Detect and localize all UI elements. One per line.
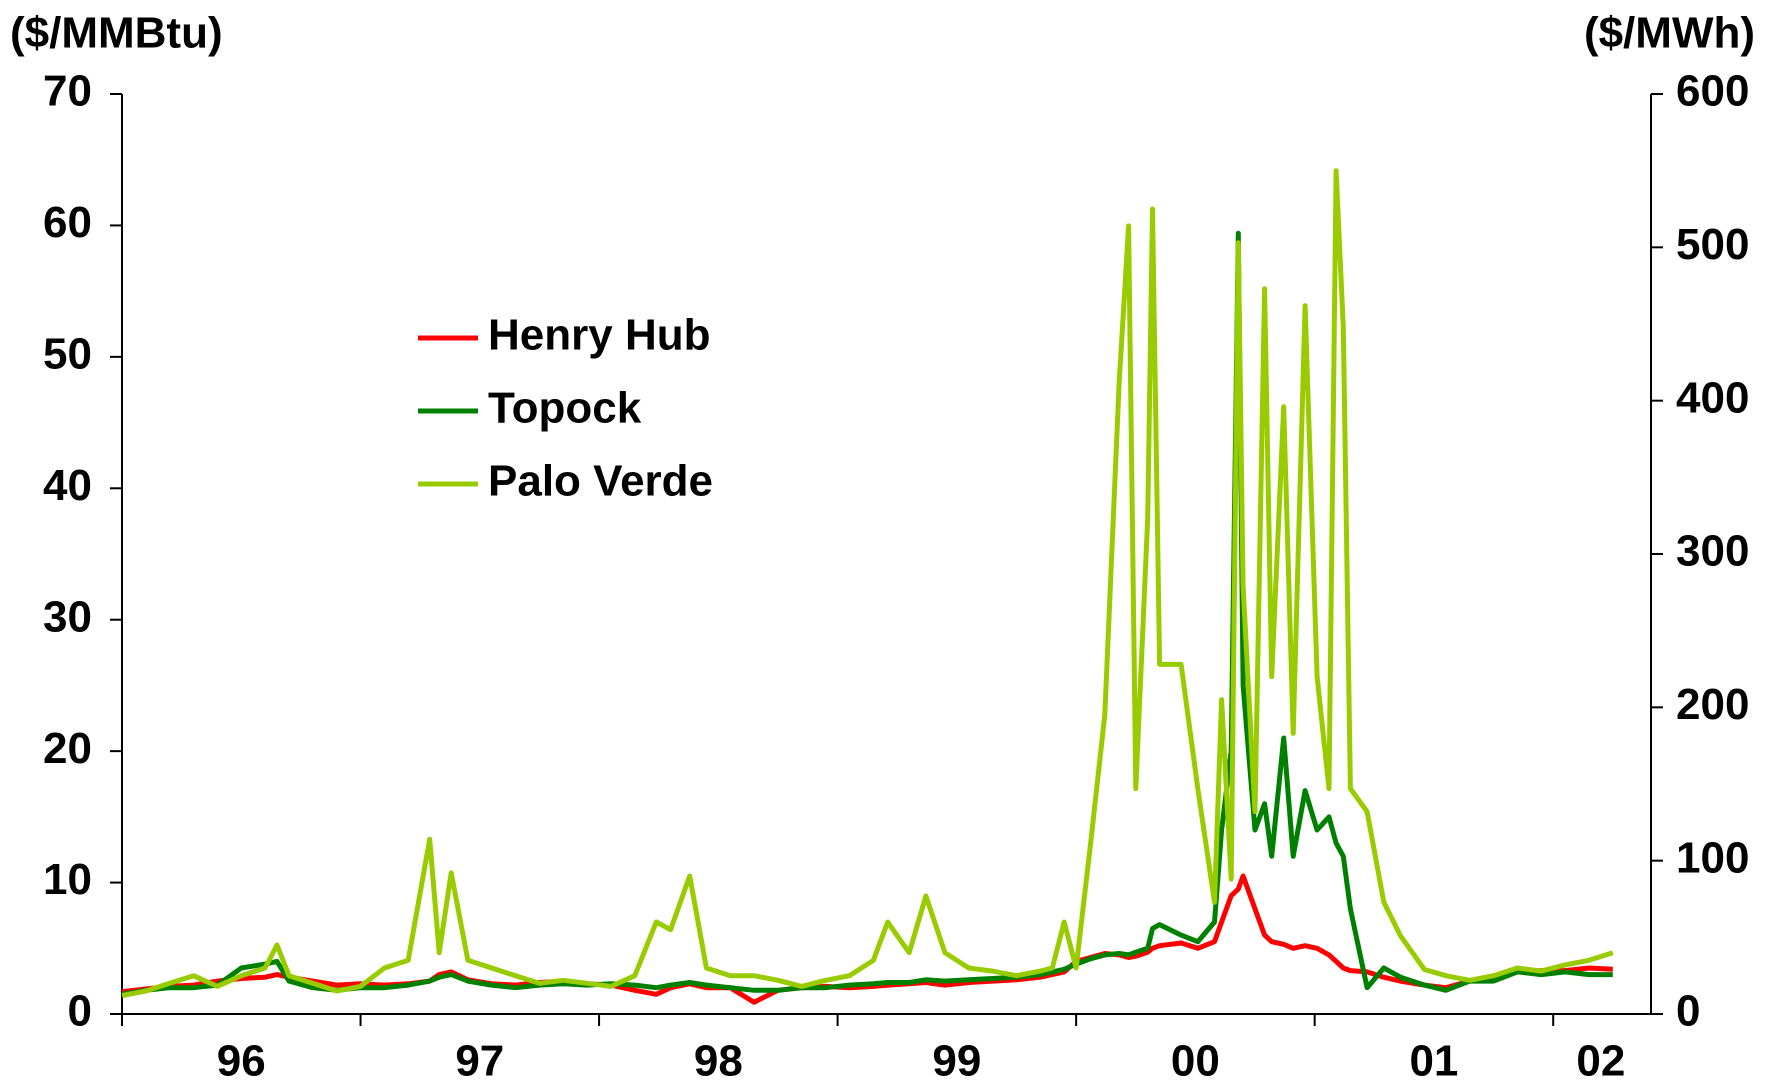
x-tick-label: 01 <box>1409 1037 1458 1082</box>
x-tick-label: 99 <box>932 1037 981 1082</box>
series-line <box>121 168 1614 999</box>
x-tick-label: 96 <box>217 1037 266 1082</box>
y-tick-label: 30 <box>43 592 92 641</box>
y-tick-label: 60 <box>43 198 92 247</box>
y2-tick-label: 600 <box>1676 67 1749 116</box>
x-tick-label: 98 <box>694 1037 743 1082</box>
y2-tick-label: 400 <box>1676 373 1749 422</box>
y-tick-label: 70 <box>43 67 92 116</box>
y-tick-label: 10 <box>43 855 92 904</box>
x-tick-label: 97 <box>455 1037 504 1082</box>
series-line <box>121 230 1613 997</box>
y-tick-label: 50 <box>43 329 92 378</box>
y2-tick-label: 0 <box>1676 987 1700 1036</box>
legend-label: Topock <box>488 384 642 433</box>
x-tick-label: 02 <box>1576 1037 1625 1082</box>
y-axis-label: ($/MMBtu) <box>10 9 223 58</box>
y2-axis-label: ($/MWh) <box>1584 9 1755 58</box>
y2-tick-label: 100 <box>1676 833 1749 882</box>
y-tick-label: 0 <box>68 987 92 1036</box>
legend-label: Henry Hub <box>488 311 710 360</box>
y2-tick-label: 200 <box>1676 680 1749 729</box>
legend-label: Palo Verde <box>488 457 713 506</box>
x-tick-label: 00 <box>1171 1037 1220 1082</box>
y2-tick-label: 500 <box>1676 220 1749 269</box>
y2-tick-label: 300 <box>1676 527 1749 576</box>
y-tick-label: 40 <box>43 461 92 510</box>
y-tick-label: 20 <box>43 724 92 773</box>
